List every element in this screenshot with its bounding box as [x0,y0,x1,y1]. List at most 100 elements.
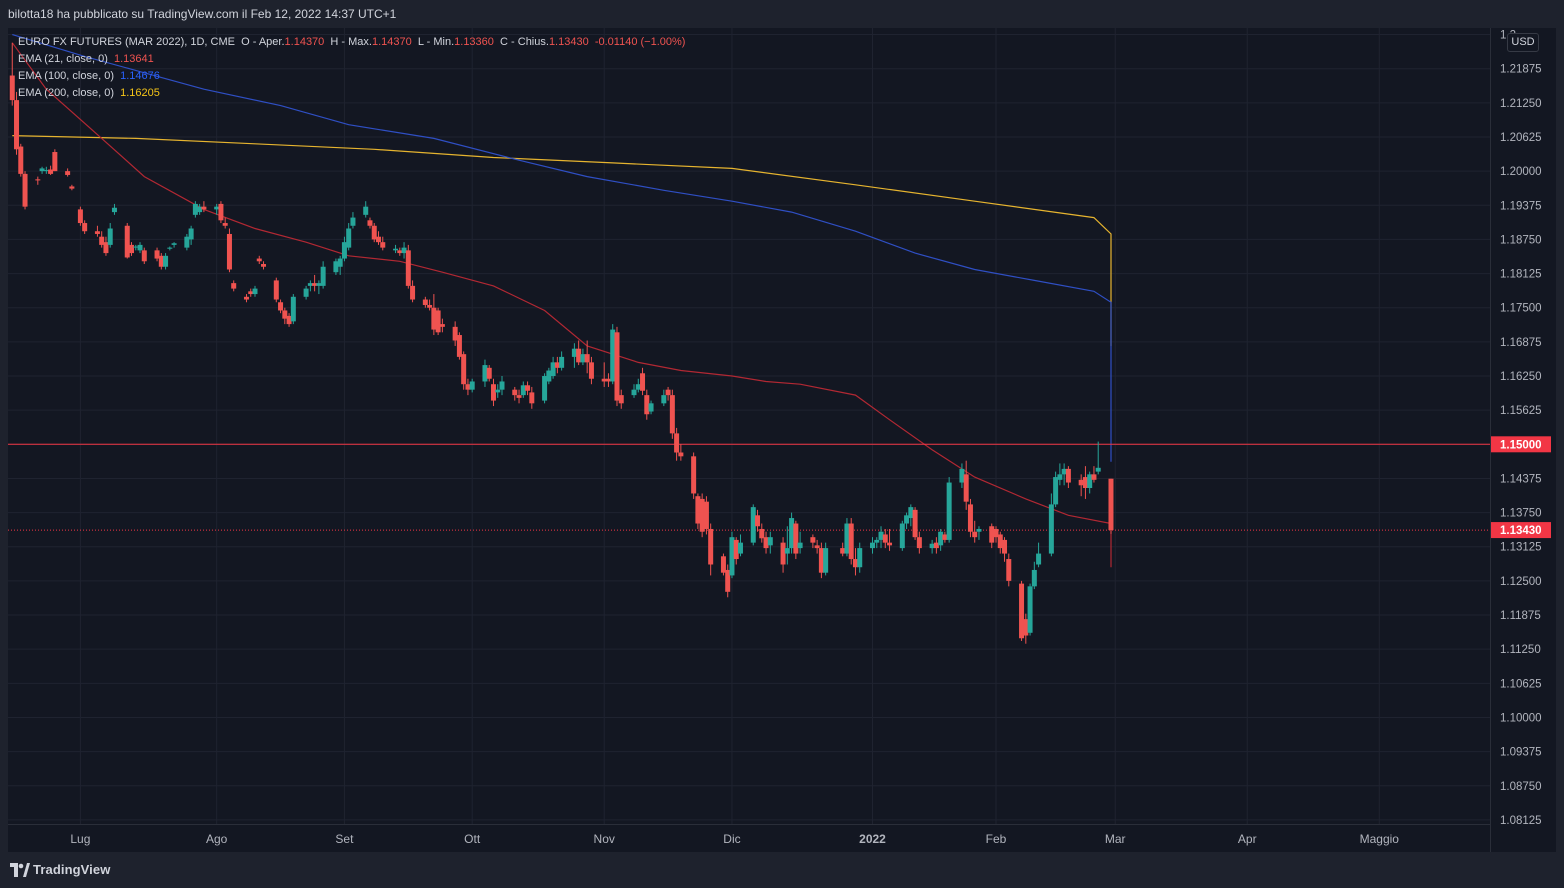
legend-ema200-row[interactable]: EMA (200, close, 0) 1.16205 [18,85,685,102]
candle [9,42,15,106]
tradingview-brand: TradingView [33,862,111,877]
candle-body [550,362,556,377]
legend-ema100-row[interactable]: EMA (100, close, 0) 1.14676 [18,68,685,85]
candle-body [77,209,83,224]
legend-symbol: EURO FX FUTURES (MAR 2022), 1D, CME [18,36,235,48]
legend-ema21-row[interactable]: EMA (21, close, 0) 1.13641 [18,51,685,68]
chart-frame[interactable]: 1.21.218751.212501.206251.200001.193751.… [8,28,1556,852]
candle-body [290,296,296,322]
candle [993,526,999,543]
candle [422,296,428,308]
candle-body [1095,467,1101,472]
y-tick-label: 1.08125 [1500,815,1542,827]
candle-body [452,326,458,341]
candle-body [124,225,130,258]
candle [380,236,386,251]
candle-body [767,537,773,546]
candle-body [737,542,743,554]
candle [1002,537,1008,562]
candle [129,242,134,256]
candle-body [410,285,416,300]
candle [691,452,697,499]
y-tick-label: 1.16250 [1500,371,1542,383]
candle [337,255,343,275]
candle [69,184,75,191]
candle [635,378,641,393]
candle [733,537,739,565]
candle [1019,580,1025,641]
candle-body [154,250,160,259]
candle [916,531,922,554]
candle-body [137,244,143,251]
candle [427,299,433,311]
candle [542,373,548,404]
candle-body [708,528,714,565]
candle-body [163,255,169,267]
candle-body [99,236,105,245]
x-axis-ticks: Lug Ago Set Ott Nov Dic 2022 Feb Mar Apr Maggio [70,832,1399,846]
candle [912,507,918,540]
last-price-badge-text: 1.13430 [1500,525,1542,537]
candle-body [427,304,433,308]
candles [9,42,1114,644]
candle [703,496,709,535]
candle-body [333,261,339,273]
y-tick-label: 1.13125 [1500,542,1542,554]
y-tick-label: 1.13750 [1500,508,1542,520]
candle [559,351,565,371]
legend-open-label: O - Aper. [241,36,285,48]
candle [933,537,939,554]
candle [167,246,173,251]
candle [218,201,224,224]
candle [197,203,203,215]
candle [316,280,322,295]
candle-body [818,548,824,573]
candle-body [1023,619,1029,636]
candle [665,386,671,401]
level-price-badge-bg [1491,436,1551,453]
candle-body [997,534,1003,549]
candle [1061,463,1067,486]
candle-body [158,255,164,267]
candle-body [1057,474,1063,480]
candle [840,542,846,557]
candle-body [9,75,15,101]
candle-body [963,474,969,502]
y-tick-label: 1.18125 [1500,269,1542,281]
legend-ema100-label: EMA (100, close, 0) [18,70,114,82]
x-tick-label: Set [335,832,354,846]
candle-body [780,542,786,565]
candle-body [65,171,71,175]
candle-body [610,329,616,382]
x-tick-label: Feb [986,832,1007,846]
candle [184,233,190,251]
candle [431,294,437,336]
x-tick-label: Maggio [1360,832,1400,846]
candle [486,365,492,382]
candle [857,542,863,573]
candle-body [243,296,249,300]
candle-body [1053,477,1059,505]
price-chart[interactable]: 1.21.218751.212501.206251.200001.193751.… [8,28,1556,852]
candle-body [1108,478,1114,531]
candle-body [482,365,488,382]
candle-body [252,288,258,295]
candle-body [601,378,607,382]
candle-body [529,392,535,404]
candle-body [789,518,795,549]
candle [333,258,339,275]
candle-body [520,385,526,396]
candle-body [214,206,220,210]
y-tick-label: 1.14375 [1500,473,1542,485]
currency-badge[interactable]: USD [1507,33,1539,52]
candle [201,201,207,213]
candle-body [878,531,884,540]
candle-body [967,504,973,532]
legend-ema21-value: 1.13641 [114,53,154,65]
candle [610,324,616,385]
candle-body [371,225,377,240]
candle [946,477,952,543]
candle-body [439,324,445,327]
last-price-badge: 1.13430 [1491,522,1551,539]
candle [695,493,701,529]
